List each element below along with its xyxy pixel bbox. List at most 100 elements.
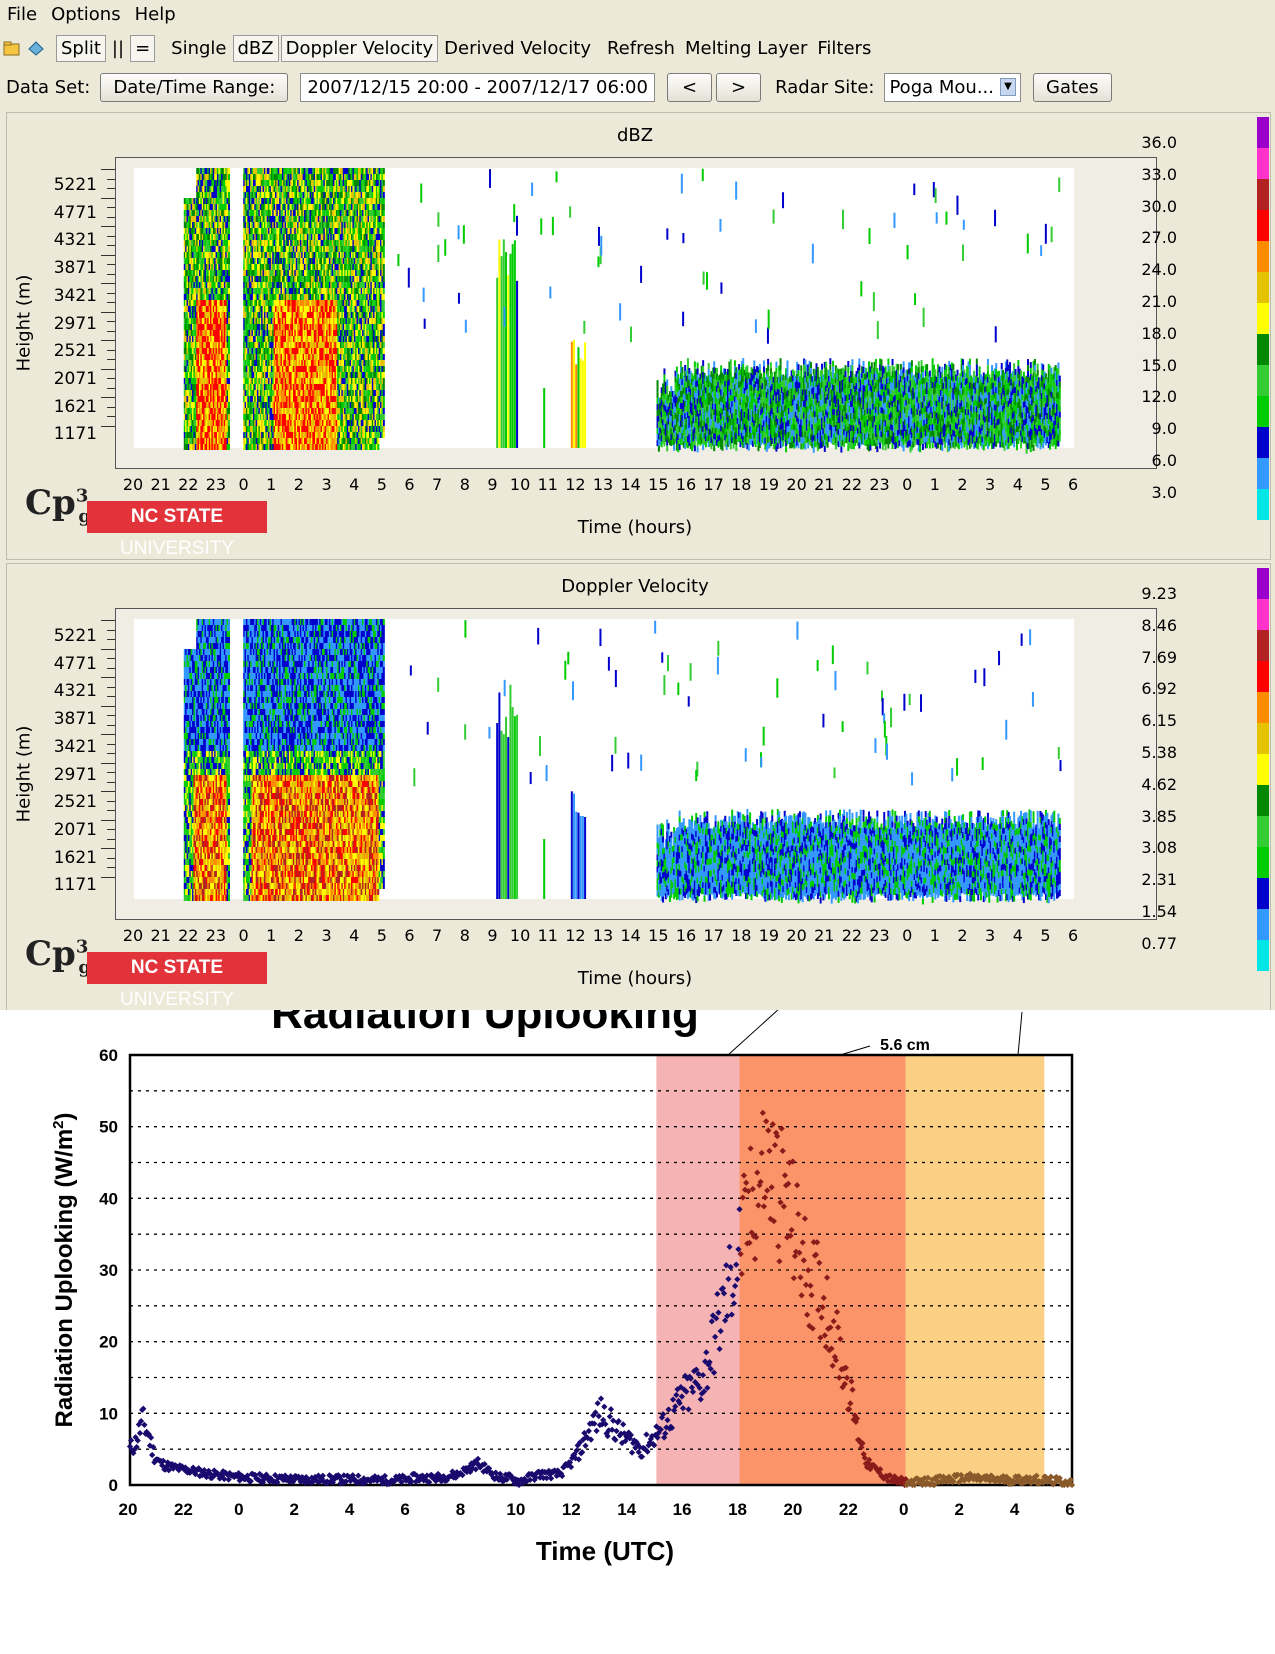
x-tick-label: 0 bbox=[899, 1500, 908, 1519]
colorbar-swatch bbox=[1257, 568, 1269, 599]
melting-layer-button[interactable]: Melting Layer bbox=[681, 36, 811, 61]
y-tick-mark bbox=[101, 763, 115, 764]
chevron-down-icon[interactable]: ▼ bbox=[1000, 78, 1016, 96]
split-button[interactable]: Split bbox=[56, 35, 106, 62]
dbz-plot-area[interactable] bbox=[115, 157, 1157, 469]
y-tick-mark bbox=[101, 340, 115, 341]
radar-site-select[interactable]: Poga Mou... ▼ bbox=[884, 73, 1021, 102]
y-tick-mark bbox=[101, 677, 115, 678]
y-tick-mark bbox=[107, 274, 115, 275]
stacked-layout-button[interactable]: = bbox=[130, 35, 155, 62]
x-tick-label: 19 bbox=[754, 926, 784, 945]
x-tick-label: 18 bbox=[726, 926, 756, 945]
y-tick-mark bbox=[107, 696, 115, 697]
x-tick-label: 5 bbox=[367, 926, 397, 945]
panel-title: dBZ bbox=[115, 125, 1155, 146]
date-range-field[interactable]: 2007/12/15 20:00 - 2007/12/17 06:00 bbox=[300, 73, 655, 102]
save-icon[interactable] bbox=[27, 39, 45, 57]
x-tick-label: 4 bbox=[1003, 475, 1033, 494]
x-tick-label: 4 bbox=[339, 926, 369, 945]
y-axis-label: Radiation Uplooking (W/m2) bbox=[50, 1113, 78, 1428]
y-tick-label: 2071 bbox=[17, 820, 97, 840]
refresh-button[interactable]: Refresh bbox=[603, 36, 679, 61]
colorbar-label: 4.62 bbox=[1117, 775, 1177, 794]
data-point bbox=[595, 1400, 601, 1406]
menu-help[interactable]: Help bbox=[128, 4, 183, 25]
open-folder-icon[interactable] bbox=[3, 39, 21, 57]
y-tick-mark bbox=[107, 782, 115, 783]
colorbar-swatch bbox=[1257, 847, 1269, 878]
y-tick-mark bbox=[107, 188, 115, 189]
x-tick-label: 2 bbox=[284, 926, 314, 945]
x-tick-label: 5 bbox=[1030, 475, 1060, 494]
x-tick-label: 12 bbox=[562, 1500, 581, 1519]
colorbar-swatch bbox=[1257, 661, 1269, 692]
y-tick-mark bbox=[107, 839, 115, 840]
y-tick-label: 2971 bbox=[17, 314, 97, 334]
doppler-velocity-button[interactable]: Doppler Velocity bbox=[281, 35, 439, 62]
colorbar-swatch bbox=[1257, 148, 1269, 179]
y-tick-label: 2521 bbox=[17, 341, 97, 361]
dbz-button[interactable]: dBZ bbox=[233, 35, 279, 62]
x-tick-label: 0 bbox=[234, 1500, 243, 1519]
colorbar-swatch bbox=[1257, 427, 1269, 458]
y-tick-mark bbox=[107, 858, 115, 859]
radiation-chart: Radiation UplookingSnow ( 2.3 cm )5.6 cm… bbox=[0, 1010, 1275, 1650]
colorbar-swatch bbox=[1257, 117, 1269, 148]
y-tick-mark bbox=[101, 820, 115, 821]
colorbar-label: 15.0 bbox=[1117, 356, 1177, 375]
parallel-layout-button[interactable]: || bbox=[108, 36, 128, 61]
next-button[interactable]: > bbox=[716, 73, 761, 102]
panel-title: Doppler Velocity bbox=[115, 576, 1155, 597]
y-tick-label: 20 bbox=[99, 1333, 118, 1352]
data-point bbox=[620, 1421, 626, 1427]
x-tick-label: 5 bbox=[1030, 926, 1060, 945]
colorbar-swatch bbox=[1257, 334, 1269, 365]
x-tick-label: 4 bbox=[339, 475, 369, 494]
menu-file[interactable]: File bbox=[0, 4, 44, 25]
y-tick-mark bbox=[107, 668, 115, 669]
derived-velocity-button[interactable]: Derived Velocity bbox=[440, 36, 595, 61]
data-point bbox=[629, 1449, 635, 1455]
x-tick-label: 6 bbox=[1065, 1500, 1074, 1519]
x-tick-label: 8 bbox=[456, 1500, 465, 1519]
x-tick-label: 13 bbox=[588, 926, 618, 945]
y-tick-label: 1171 bbox=[17, 424, 97, 444]
colorbar-label: 6.92 bbox=[1117, 679, 1177, 698]
colorbar-swatch bbox=[1257, 599, 1269, 630]
x-tick-label: 20 bbox=[119, 1500, 138, 1519]
data-point bbox=[608, 1406, 614, 1412]
y-tick-mark bbox=[107, 829, 115, 830]
y-tick-label: 40 bbox=[99, 1189, 118, 1208]
x-axis-label: Time (hours) bbox=[115, 968, 1155, 989]
y-tick-mark bbox=[107, 416, 115, 417]
x-tick-label: 2 bbox=[284, 475, 314, 494]
x-tick-label: 2 bbox=[290, 1500, 299, 1519]
colorbar-swatch bbox=[1257, 458, 1269, 489]
data-point bbox=[582, 1443, 588, 1449]
x-tick-label: 20 bbox=[783, 1500, 802, 1519]
x-tick-label: 23 bbox=[865, 926, 895, 945]
single-button[interactable]: Single bbox=[167, 36, 230, 61]
gates-button[interactable]: Gates bbox=[1033, 73, 1112, 102]
doppler-plot-area[interactable] bbox=[115, 608, 1157, 920]
chart-title: Radiation Uplooking bbox=[271, 1010, 699, 1038]
date-time-range-button[interactable]: Date/Time Range: bbox=[100, 73, 288, 102]
x-tick-label: 0 bbox=[892, 926, 922, 945]
x-tick-label: 0 bbox=[229, 926, 259, 945]
previous-button[interactable]: < bbox=[667, 73, 712, 102]
filters-button[interactable]: Filters bbox=[813, 36, 875, 61]
colorbar-label: 12.0 bbox=[1117, 387, 1177, 406]
y-tick-mark bbox=[101, 283, 115, 284]
x-tick-label: 7 bbox=[422, 475, 452, 494]
dataset-row: Data Set: Date/Time Range: 2007/12/15 20… bbox=[0, 70, 1275, 104]
y-tick-mark bbox=[107, 302, 115, 303]
y-tick-mark bbox=[107, 321, 115, 322]
colorbar-label: 0.77 bbox=[1117, 934, 1177, 953]
menu-options[interactable]: Options bbox=[44, 4, 127, 25]
colorbar-label: 9.23 bbox=[1117, 584, 1177, 603]
x-tick-label: 12 bbox=[560, 926, 590, 945]
dbz-panel: dBZ Height (m) Time (hours) Cp3g NC STAT… bbox=[6, 112, 1271, 560]
y-tick-mark bbox=[107, 867, 115, 868]
y-tick-mark bbox=[101, 369, 115, 370]
